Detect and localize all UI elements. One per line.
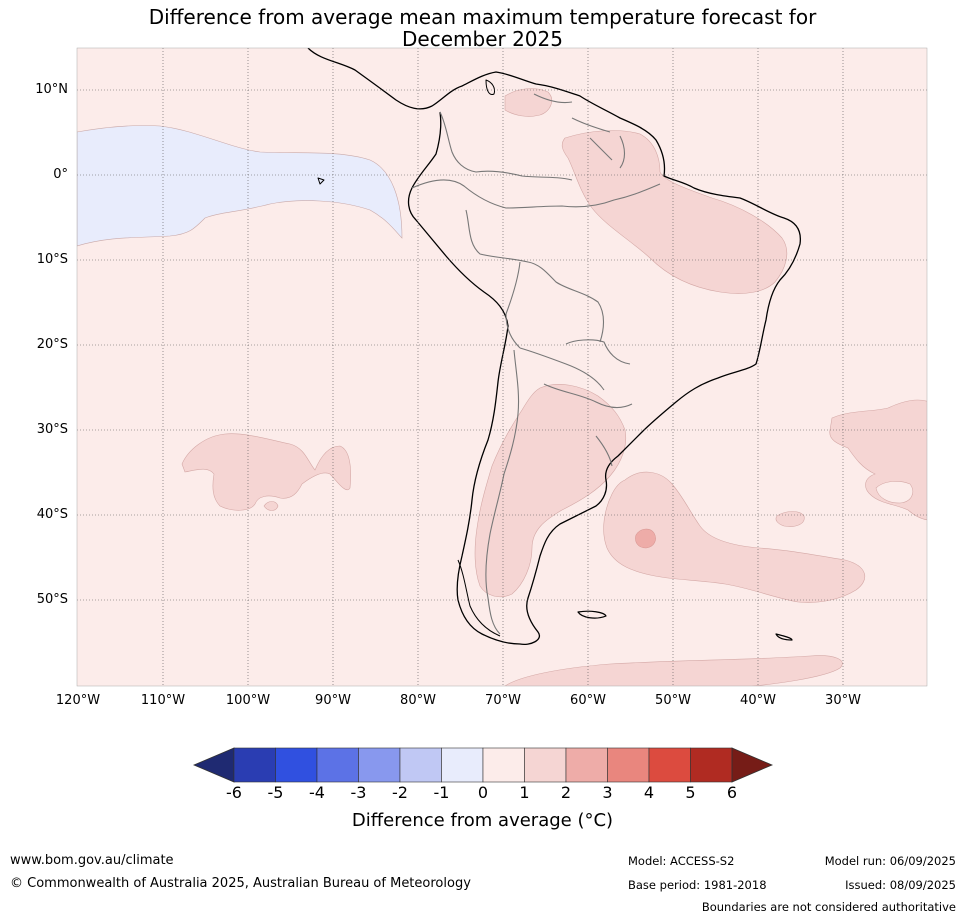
- colorbar-bin: [482, 747, 525, 783]
- lon-label-120w: 120°W: [55, 693, 101, 708]
- south-atlantic-warmer-spot: [635, 528, 656, 549]
- lat-label-30s: 30°S: [36, 422, 68, 437]
- lon-label-50w: 50°W: [655, 693, 691, 708]
- colorbar-tick-2: 2: [560, 783, 572, 802]
- colorbar-tick-3: 3: [602, 783, 613, 802]
- colorbar-tick-minus4: -4: [309, 783, 325, 802]
- website-url: www.bom.gov.au/climate: [10, 853, 174, 868]
- colorbar-tick-4: 4: [643, 783, 655, 802]
- lon-label-100w: 100°W: [225, 693, 271, 708]
- northeast-brazil-warm: [561, 130, 788, 294]
- copyright-notice: © Commonwealth of Australia 2025, Austra…: [10, 876, 471, 891]
- southeast-pacific-warm: [181, 433, 351, 511]
- colorbar-tick-minus6: -6: [226, 783, 242, 802]
- colorbar-tick-0: 0: [477, 783, 489, 802]
- south-atlantic-warm: [603, 471, 866, 603]
- colorbar-bin: [275, 747, 318, 783]
- far-south-atlantic-hole: [875, 481, 913, 504]
- colorbar-bin: [316, 747, 359, 783]
- lat-label-40s: 40°S: [36, 507, 68, 522]
- colorbar-tick-1: 1: [519, 783, 530, 802]
- colorbar-bin: [690, 747, 733, 783]
- southeast-pacific-warm-islet: [263, 501, 279, 511]
- graticule: [77, 48, 927, 686]
- colorbar-above-max-triangle: [731, 747, 774, 783]
- colorbar-label: Difference from average (°C): [351, 810, 614, 831]
- colorbar-tick-minus2: -2: [392, 783, 408, 802]
- colorbar-below-min-triangle: [192, 747, 235, 783]
- lon-label-60w: 60°W: [570, 693, 606, 708]
- map-frame: [76, 47, 928, 687]
- lon-label-40w: 40°W: [740, 693, 776, 708]
- colorbar-bin: [399, 747, 442, 783]
- colorbar-bin: [607, 747, 650, 783]
- lat-label-10s: 10°S: [36, 252, 68, 267]
- eastern-pacific-cool-tongue: [77, 125, 403, 247]
- issued-date: Issued: 08/09/2025: [845, 878, 956, 892]
- lon-label-110w: 110°W: [140, 693, 186, 708]
- colorbar-bin: [565, 747, 608, 783]
- southern-south-america-warm: [474, 384, 627, 598]
- map-title-line-1: Difference from average mean maximum tem…: [148, 5, 817, 29]
- model-name: Model: ACCESS-S2: [628, 854, 735, 868]
- boundaries-disclaimer: Boundaries are not considered authoritat…: [701, 900, 956, 914]
- colorbar-tick-6: 6: [726, 783, 738, 802]
- coastlines: [307, 48, 802, 646]
- colorbar-tick-minus5: -5: [267, 783, 284, 802]
- northern-south-america-warm: [504, 88, 552, 117]
- colorbar-tick-5: 5: [685, 783, 696, 802]
- model-run-date: Model run: 06/09/2025: [824, 854, 956, 868]
- lat-label-20s: 20°S: [36, 337, 68, 352]
- colorbar-tick-minus1: -1: [433, 783, 450, 802]
- colorbar-bin: [233, 747, 276, 783]
- colorbar-bin: [358, 747, 401, 783]
- colorbar-bin: [648, 747, 691, 783]
- lon-label-80w: 80°W: [400, 693, 436, 708]
- colorbar: [192, 747, 774, 783]
- colorbar-bin: [441, 747, 484, 783]
- lat-label-0: 0°: [53, 167, 68, 182]
- lon-label-90w: 90°W: [315, 693, 351, 708]
- colorbar-bin: [524, 747, 567, 783]
- colorbar-tick-minus3: -3: [350, 783, 367, 802]
- lat-label-50s: 50°S: [36, 592, 68, 607]
- base-period: Base period: 1981-2018: [628, 878, 767, 892]
- map-title-line-2: December 2025: [402, 27, 563, 51]
- lat-label-10n: 10°N: [35, 82, 68, 97]
- lon-label-70w: 70°W: [485, 693, 521, 708]
- lon-label-30w: 30°W: [825, 693, 861, 708]
